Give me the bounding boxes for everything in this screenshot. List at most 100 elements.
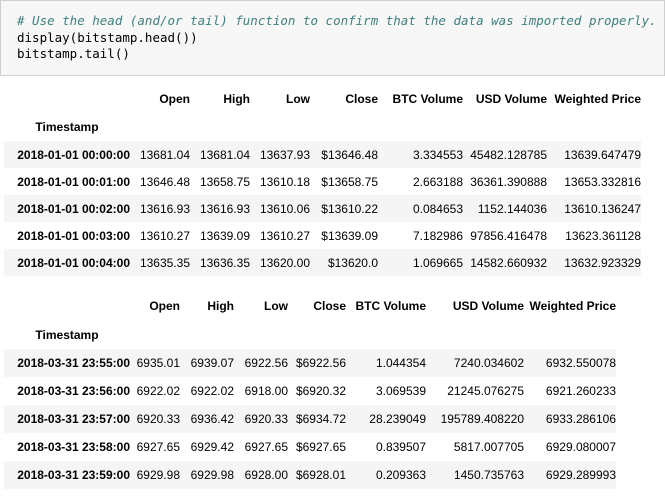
head-table-cell: 13646.48 bbox=[139, 174, 190, 189]
tail-index-name-row: Timestamp bbox=[4, 321, 616, 349]
head-table-row: 2018-01-01 00:00:00 13681.04 13681.04 13637… bbox=[4, 141, 641, 168]
tail-table-cell: 6932.550078 bbox=[545, 356, 616, 370]
tail-table-cell: 1450.735763 bbox=[453, 468, 524, 482]
head-table-cell: 2.663188 bbox=[412, 174, 463, 189]
tail-table-cell: 6927.65 bbox=[136, 440, 180, 454]
head-table-cell: $13639.09 bbox=[321, 228, 378, 243]
tail-table-cell: 6933.286106 bbox=[545, 412, 616, 426]
tail-table-cell: 6921.260233 bbox=[545, 384, 616, 398]
tail-table-cell: 7240.034602 bbox=[453, 356, 524, 370]
tail-table-cell: 6918.00 bbox=[244, 384, 288, 398]
tail-row-timestamp: 2018-03-31 23:58:00 bbox=[17, 440, 130, 454]
head-table-row: 2018-01-01 00:02:00 13616.93 13616.93 13610… bbox=[4, 195, 641, 222]
head-index-corner bbox=[4, 84, 130, 113]
code-display-line: display(bitstamp.head()) bbox=[17, 29, 198, 45]
head-table-cell: 13639.647479 bbox=[564, 147, 641, 162]
head-column-header-row: Open High Low Close BTC Volume USD Volum… bbox=[4, 84, 641, 113]
tail-row-timestamp: 2018-03-31 23:56:00 bbox=[17, 384, 130, 398]
head-col-usd-volume: USD Volume bbox=[475, 91, 547, 106]
head-table-cell: $13610.22 bbox=[321, 201, 378, 216]
code-comment-line: # Use the head (and/or tail) function to… bbox=[17, 13, 657, 28]
tail-table-cell: 0.839507 bbox=[375, 440, 426, 454]
tail-table-cell: 28.239049 bbox=[369, 412, 426, 426]
head-table-cell: 3.334553 bbox=[412, 147, 463, 162]
tail-table-cell: 6929.98 bbox=[136, 468, 180, 482]
tail-table-cell: 6929.080007 bbox=[545, 440, 616, 454]
tail-table-cell: 21245.076275 bbox=[447, 384, 524, 398]
tail-table-cell: 195789.408220 bbox=[440, 412, 524, 426]
head-table-row: 2018-01-01 00:04:00 13635.35 13636.35 13620… bbox=[4, 249, 641, 276]
tail-column-header-row: Open High Low Close BTC Volume USD Volum… bbox=[4, 291, 616, 321]
tail-table-row: 2018-03-31 23:58:00 6927.65 6929.42 6927.65… bbox=[4, 433, 616, 461]
head-table-cell: 13610.27 bbox=[139, 228, 190, 243]
tail-table-cell: 6920.33 bbox=[244, 412, 288, 426]
head-table-cell: 13681.04 bbox=[199, 147, 250, 162]
tail-table-cell: 6929.42 bbox=[190, 440, 234, 454]
tail-table-cell: 6936.42 bbox=[190, 412, 234, 426]
head-row-timestamp: 2018-01-01 00:00:00 bbox=[17, 147, 130, 162]
head-table-cell: 13658.75 bbox=[199, 174, 250, 189]
tail-row-timestamp: 2018-03-31 23:57:00 bbox=[17, 412, 130, 426]
head-table-cell: 36361.390888 bbox=[470, 174, 547, 189]
tail-table-cell: $6934.72 bbox=[295, 412, 346, 426]
head-table-row: 2018-01-01 00:03:00 13610.27 13639.09 13610… bbox=[4, 222, 641, 249]
tail-table-cell: 6922.56 bbox=[244, 356, 288, 370]
head-table-cell: 7.182986 bbox=[412, 228, 463, 243]
tail-table-cell: 1.044354 bbox=[375, 356, 426, 370]
tail-table-cell: 5817.007705 bbox=[453, 440, 524, 454]
tail-table-cell: 6922.02 bbox=[190, 384, 234, 398]
tail-table-cell: $6928.01 bbox=[295, 468, 346, 482]
head-table-cell: 13623.361128 bbox=[565, 228, 641, 243]
tail-table-row: 2018-03-31 23:56:00 6922.02 6922.02 6918.00… bbox=[4, 377, 616, 405]
head-table-cell: 13653.332816 bbox=[564, 174, 641, 189]
tail-row-timestamp: 2018-03-31 23:55:00 bbox=[17, 356, 130, 370]
head-table-cell: 13610.136247 bbox=[564, 201, 641, 216]
tail-table-cell: 3.069539 bbox=[375, 384, 426, 398]
tail-col-usd-volume: USD Volume bbox=[452, 299, 524, 313]
tail-table-cell: $6920.32 bbox=[295, 384, 346, 398]
head-col-close: Close bbox=[345, 91, 378, 106]
head-table-cell: 13616.93 bbox=[199, 201, 250, 216]
code-input-cell[interactable]: # Use the head (and/or tail) function to… bbox=[0, 0, 665, 76]
tail-col-low: Low bbox=[264, 299, 288, 313]
head-row-timestamp: 2018-01-01 00:04:00 bbox=[17, 255, 130, 270]
tail-index-name: Timestamp bbox=[35, 328, 99, 342]
head-col-btc-volume: BTC Volume bbox=[392, 91, 463, 106]
head-table-cell: 14582.660932 bbox=[470, 255, 547, 270]
head-table-cell: 13620.00 bbox=[259, 255, 310, 270]
head-table-cell: 13681.04 bbox=[139, 147, 190, 162]
tail-dataframe-table: Open High Low Close BTC Volume USD Volum… bbox=[4, 291, 616, 489]
tail-table-cell: 6922.02 bbox=[136, 384, 180, 398]
head-table-cell: 13639.09 bbox=[199, 228, 250, 243]
head-table-cell: 13632.923329 bbox=[564, 255, 641, 270]
head-table-cell: $13646.48 bbox=[321, 147, 378, 162]
head-table-cell: 13635.35 bbox=[139, 255, 190, 270]
tail-table-cell: $6922.56 bbox=[295, 356, 346, 370]
head-table-cell: $13658.75 bbox=[321, 174, 378, 189]
tail-table-cell: 6927.65 bbox=[244, 440, 288, 454]
tail-row-timestamp: 2018-03-31 23:59:00 bbox=[17, 468, 130, 482]
head-col-open: Open bbox=[159, 91, 190, 106]
head-table-cell: 1152.144036 bbox=[477, 201, 547, 216]
head-row-timestamp: 2018-01-01 00:03:00 bbox=[17, 228, 130, 243]
head-table-cell: 13616.93 bbox=[139, 201, 190, 216]
head-table-cell: 13610.18 bbox=[259, 174, 310, 189]
tail-table-cell: 6929.289993 bbox=[545, 468, 616, 482]
head-table-row: 2018-01-01 00:01:00 13646.48 13658.75 13610… bbox=[4, 168, 641, 195]
tail-index-corner bbox=[4, 291, 130, 321]
tail-col-open: Open bbox=[149, 299, 180, 313]
head-table-cell: 13636.35 bbox=[199, 255, 250, 270]
tail-table-row: 2018-03-31 23:59:00 6929.98 6929.98 6928.00… bbox=[4, 461, 616, 489]
head-index-name-row: Timestamp bbox=[4, 113, 641, 141]
head-index-name: Timestamp bbox=[35, 120, 99, 134]
tail-table-row: 2018-03-31 23:55:00 6935.01 6939.07 6922.56… bbox=[4, 349, 616, 377]
tail-col-weighted-price: Weighted Price bbox=[529, 299, 616, 313]
head-table-cell: 13610.06 bbox=[259, 201, 310, 216]
code-tail-line: bitstamp.tail() bbox=[17, 46, 130, 61]
head-table-cell: 1.069665 bbox=[412, 255, 463, 270]
tail-table-cell: 0.209363 bbox=[375, 468, 426, 482]
tail-table-cell: 6929.98 bbox=[190, 468, 234, 482]
head-table-cell: $13620.0 bbox=[327, 255, 378, 270]
tail-table-cell: 6939.07 bbox=[190, 356, 234, 370]
tail-col-close: Close bbox=[313, 299, 346, 313]
